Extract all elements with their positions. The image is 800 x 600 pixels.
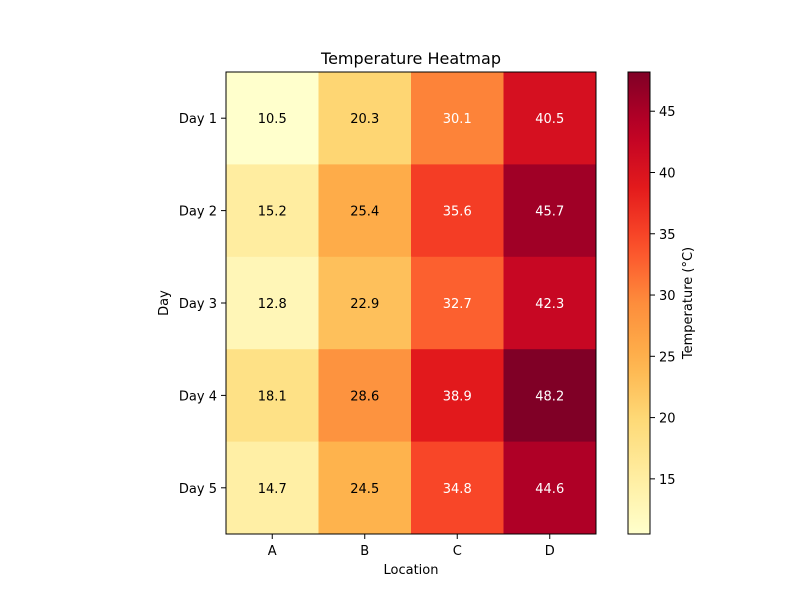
heatmap-cell	[411, 72, 504, 165]
heatmap-cell	[411, 441, 504, 535]
heatmap-cell	[318, 164, 412, 258]
colorbar-tick-label: 25	[659, 350, 676, 365]
cell-value-label: 18.1	[258, 389, 287, 404]
x-axis-label: Location	[384, 563, 439, 578]
colorbar-tick-label: 35	[659, 228, 676, 243]
colorbar-tick-label: 30	[659, 289, 676, 304]
colorbar-tick-label: 45	[659, 105, 676, 120]
heatmap-cell	[503, 349, 597, 443]
cell-value-label: 30.1	[443, 112, 472, 127]
heatmap-cell	[226, 349, 319, 443]
x-tick-label: A	[268, 544, 277, 559]
heatmap-cell	[318, 256, 412, 350]
colorbar	[627, 71, 651, 535]
cell-value-label: 25.4	[350, 205, 379, 220]
x-tick-label: B	[360, 544, 369, 559]
colorbar-tick-label: 40	[659, 166, 676, 181]
heatmap-cell	[226, 164, 319, 258]
cell-value-label: 34.8	[443, 482, 472, 497]
cell-value-label: 10.5	[258, 112, 287, 127]
cell-value-label: 20.3	[350, 112, 379, 127]
cell-value-label: 38.9	[443, 389, 472, 404]
heatmap-cell	[318, 349, 412, 443]
y-tick-label: Day 2	[179, 205, 217, 220]
y-tick-label: Day 5	[179, 482, 217, 497]
cell-value-label: 28.6	[350, 389, 379, 404]
heatmap-cell	[226, 441, 319, 535]
colorbar-ticks: 15 20 25 30 35 40 45	[650, 105, 676, 488]
cell-value-label: 24.5	[350, 482, 379, 497]
x-tick-label: C	[453, 544, 462, 559]
heatmap-cell	[318, 441, 412, 535]
y-axis-label: Day	[157, 290, 172, 316]
heatmap-cell	[503, 164, 597, 258]
x-tick-label: D	[545, 544, 555, 559]
heatmap-cells: 10.5 20.3 30.1 40.5 15.2 25.4 35.6 45.7 12.8 22.9…	[226, 72, 597, 535]
heatmap-cell	[411, 349, 504, 443]
colorbar-tick-label: 15	[659, 473, 676, 488]
heatmap-cell	[226, 72, 319, 165]
heatmap-cell	[226, 256, 319, 350]
x-axis: A B C D	[268, 534, 555, 559]
y-tick-label: Day 1	[179, 112, 217, 127]
cell-value-label: 45.7	[535, 205, 564, 220]
cell-value-label: 48.2	[535, 389, 564, 404]
heatmap-cell	[411, 164, 504, 258]
cell-value-label: 22.9	[350, 297, 379, 312]
y-tick-label: Day 4	[179, 389, 217, 404]
y-tick-label: Day 3	[179, 297, 217, 312]
cell-value-label: 35.6	[443, 205, 472, 220]
cell-value-label: 12.8	[258, 297, 287, 312]
heatmap-cell	[318, 72, 412, 165]
heatmap-cell	[411, 256, 504, 350]
heatmap-cell	[503, 72, 597, 165]
cell-value-label: 32.7	[443, 297, 472, 312]
cell-value-label: 14.7	[258, 482, 287, 497]
colorbar-tick-label: 20	[659, 412, 676, 427]
cell-value-label: 15.2	[258, 205, 287, 220]
cell-value-label: 42.3	[535, 297, 564, 312]
heatmap-cell	[503, 256, 597, 350]
heatmap-cell	[503, 441, 597, 535]
y-axis: Day 1 Day 2 Day 3 Day 4 Day 5	[179, 112, 226, 497]
chart-title: Temperature Heatmap	[320, 49, 501, 68]
cell-value-label: 40.5	[535, 112, 564, 127]
cell-value-label: 44.6	[535, 482, 564, 497]
colorbar-label: Temperature (°C)	[681, 247, 696, 360]
